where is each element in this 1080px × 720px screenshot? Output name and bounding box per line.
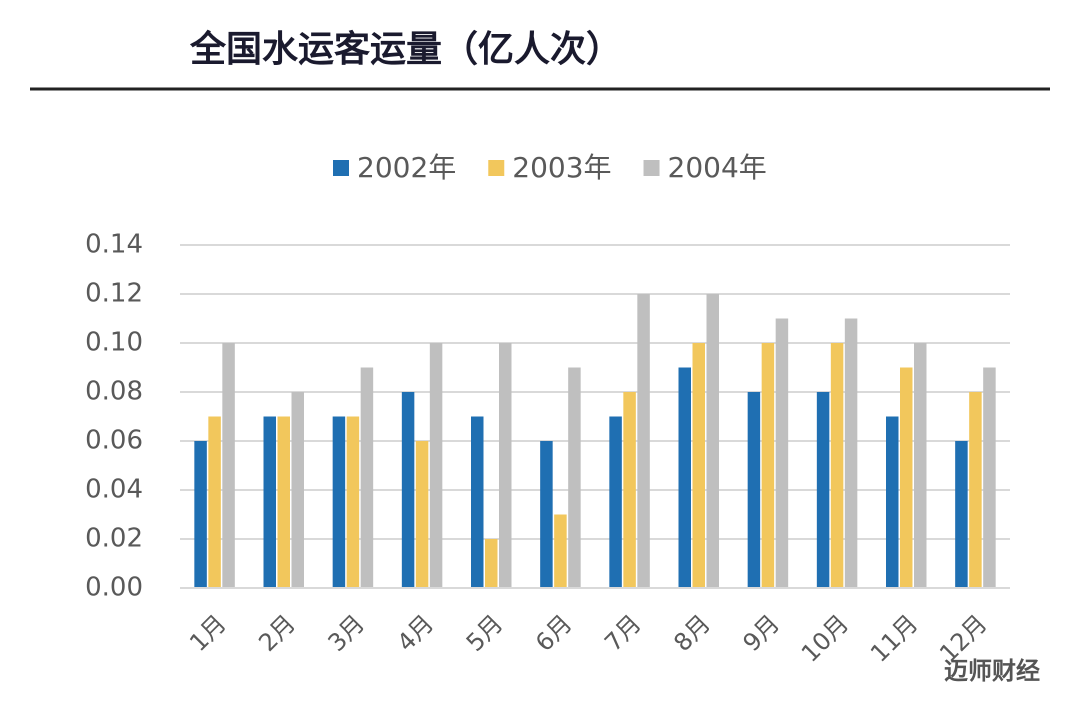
x-tick-label: 6月 <box>530 609 578 657</box>
bar <box>969 392 982 588</box>
bar <box>775 318 789 588</box>
x-tick-label: 8月 <box>668 609 716 657</box>
bar <box>886 416 899 588</box>
x-tick-label: 10月 <box>796 609 854 667</box>
bar <box>830 343 844 588</box>
legend-label: 2002年 <box>357 151 456 184</box>
x-tick-label: 5月 <box>461 609 509 657</box>
watermark: 迈师财经 <box>944 657 1040 685</box>
bar <box>415 441 429 588</box>
x-tick-label: 4月 <box>392 609 440 657</box>
bar <box>844 318 858 588</box>
x-tick-label: 2月 <box>253 609 301 657</box>
bar <box>914 343 927 588</box>
bar <box>471 416 484 588</box>
y-tick-label: 0.06 <box>85 426 143 456</box>
bar <box>900 367 913 588</box>
bar <box>983 367 996 588</box>
legend-label: 2004年 <box>668 151 767 184</box>
y-tick-label: 0.10 <box>85 328 143 358</box>
bar <box>277 416 290 588</box>
bar <box>291 392 304 588</box>
y-tick-label: 0.00 <box>85 573 143 603</box>
bar <box>678 367 691 588</box>
bar <box>637 294 650 588</box>
y-tick-label: 0.14 <box>85 230 143 260</box>
legend-swatch <box>333 160 349 176</box>
bar <box>360 367 374 588</box>
bar <box>761 343 775 588</box>
chart-title: 全国水运客运量（亿人次） <box>189 28 622 70</box>
bar <box>955 441 968 588</box>
bar <box>499 343 512 588</box>
x-tick-label: 11月 <box>865 609 923 667</box>
bar <box>623 392 636 588</box>
bar <box>222 343 235 588</box>
x-tick-label: 3月 <box>323 609 371 657</box>
bar <box>263 416 276 588</box>
y-tick-label: 0.08 <box>85 377 143 407</box>
bar <box>346 416 360 588</box>
bar <box>816 392 830 588</box>
bar <box>208 416 221 588</box>
y-tick-label: 0.12 <box>85 279 143 309</box>
bar <box>609 416 622 588</box>
bar <box>429 343 443 588</box>
x-tick-label: 7月 <box>599 609 647 657</box>
bar <box>554 514 567 588</box>
bar <box>540 441 553 588</box>
legend-swatch <box>488 160 505 176</box>
bar <box>692 343 705 588</box>
bar <box>401 392 415 588</box>
bar <box>706 294 719 588</box>
y-tick-label: 0.04 <box>85 475 143 505</box>
bar <box>332 416 346 588</box>
x-tick-label: 1月 <box>184 609 232 657</box>
legend-swatch <box>643 160 660 176</box>
x-tick-label: 9月 <box>738 609 786 657</box>
legend-label: 2003年 <box>512 151 611 184</box>
bar <box>194 441 207 588</box>
bar <box>747 392 761 588</box>
bar <box>485 539 498 588</box>
bar <box>568 367 581 588</box>
y-tick-label: 0.02 <box>85 524 143 554</box>
